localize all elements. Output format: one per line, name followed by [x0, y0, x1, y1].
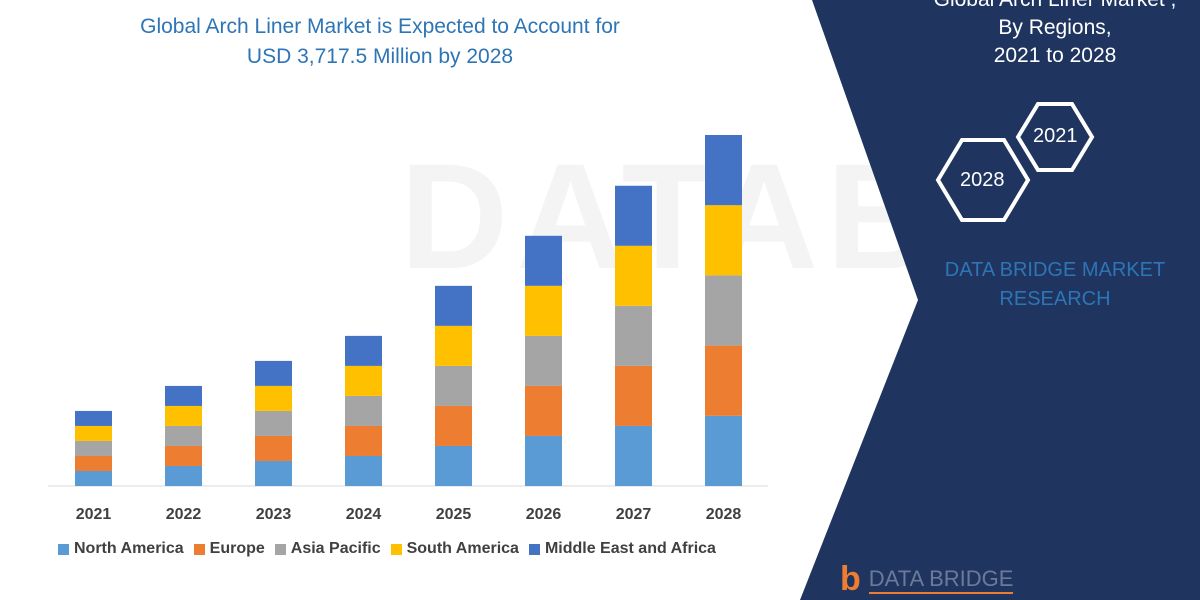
legend-swatch: [390, 543, 402, 555]
hexagon-2021: [1015, 102, 1095, 172]
bar-segment-2026-0: [525, 435, 562, 486]
bar-segment-2021-0: [75, 470, 112, 486]
bar-segment-2021-1: [75, 455, 112, 471]
bar-segment-2024-2: [345, 395, 382, 426]
x-tick-label: 2028: [706, 506, 742, 523]
bar-segment-2022-2: [165, 425, 202, 446]
x-tick-label: 2025: [436, 506, 472, 523]
legend-item: North America: [58, 540, 184, 558]
bar-segment-2023-2: [255, 410, 292, 436]
x-tick-label: 2021: [76, 506, 112, 523]
legend-label: South America: [406, 540, 519, 557]
legend-label: Asia Pacific: [290, 540, 381, 557]
bar-segment-2021-4: [75, 410, 112, 426]
bar-segment-2028-2: [705, 275, 742, 346]
bar-segment-2027-3: [615, 245, 652, 306]
hexagon-2028: [935, 138, 1031, 222]
bar-segment-2026-2: [525, 335, 562, 386]
bar-segment-2024-1: [345, 425, 382, 456]
bar-segment-2025-4: [435, 285, 472, 326]
bar-segment-2022-3: [165, 405, 202, 426]
x-tick-label: 2026: [526, 506, 562, 523]
bar-segment-2023-3: [255, 385, 292, 411]
bar-segment-2023-0: [255, 460, 292, 486]
bar-segment-2026-3: [525, 285, 562, 336]
bar-segment-2024-3: [345, 365, 382, 396]
bar-segment-2028-3: [705, 205, 742, 276]
side-panel-title: Global Arch Liner Market ,By Regions,202…: [934, 0, 1177, 67]
legend-item: South America: [390, 540, 519, 558]
hex-label-2028: 2028: [960, 169, 1005, 191]
legend-swatch: [193, 543, 205, 555]
bar-chart: 2021 2022 2023 2024 2025 2026 2027 2028: [48, 135, 768, 523]
bar-segment-2027-4: [615, 185, 652, 246]
chart-title: Global Arch Liner Market is Expected to …: [140, 15, 620, 68]
logo: b DATA BRIDGE: [840, 560, 1014, 598]
x-tick-label: 2022: [166, 506, 202, 523]
bar-segment-2027-0: [615, 425, 652, 486]
bar-segment-2022-4: [165, 385, 202, 406]
x-tick-label: 2027: [616, 506, 652, 523]
bar-segment-2023-1: [255, 435, 292, 461]
bar-segment-2022-0: [165, 465, 202, 486]
bar-segment-2026-4: [525, 235, 562, 286]
legend-swatch: [528, 543, 540, 555]
hex-label-2021: 2021: [1033, 125, 1078, 147]
legend-item: Europe: [193, 540, 265, 558]
legend-label: Middle East and Africa: [544, 540, 716, 557]
bar-segment-2027-1: [615, 365, 652, 426]
x-tick-label: 2023: [256, 506, 292, 523]
bar-segment-2028-4: [705, 135, 742, 206]
bar-segment-2028-0: [705, 415, 742, 486]
legend-swatch: [274, 543, 286, 555]
legend-item: Middle East and Africa: [528, 540, 716, 558]
bar-segment-2025-2: [435, 365, 472, 406]
bar-segment-2025-1: [435, 405, 472, 446]
x-tick-label: 2024: [346, 506, 382, 523]
bar-segment-2028-1: [705, 345, 742, 416]
legend-item: Asia Pacific: [274, 540, 381, 558]
bar-segment-2025-3: [435, 325, 472, 366]
legend-label: North America: [74, 540, 184, 557]
bar-segment-2022-1: [165, 445, 202, 466]
bar-segment-2024-0: [345, 455, 382, 486]
bar-segment-2021-3: [75, 425, 112, 441]
legend: North America Europe Asia Pacific South Ame…: [58, 540, 716, 558]
bar-segment-2027-2: [615, 305, 652, 366]
bar-segment-2021-2: [75, 440, 112, 456]
legend-label: Europe: [209, 540, 265, 557]
bar-segment-2025-0: [435, 445, 472, 486]
bar-segment-2026-1: [525, 385, 562, 436]
bar-segment-2023-4: [255, 360, 292, 386]
bar-segment-2024-4: [345, 335, 382, 366]
legend-swatch: [58, 543, 69, 555]
brand-text: DATA BRIDGE MARKET RESEARCH: [944, 259, 1166, 310]
